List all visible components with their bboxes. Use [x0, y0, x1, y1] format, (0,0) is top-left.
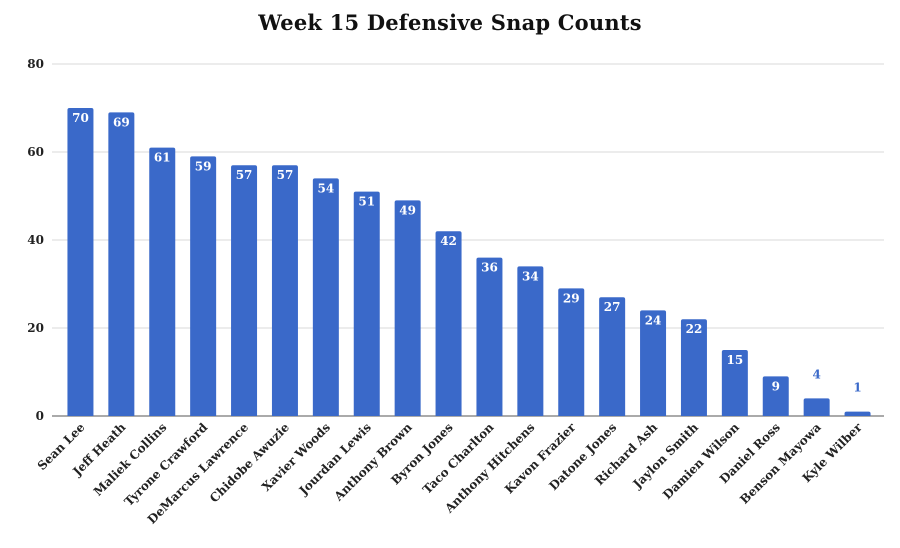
data-label: 57	[277, 168, 294, 182]
data-label: 70	[72, 111, 89, 125]
bar	[599, 297, 626, 416]
y-tick-label: 40	[27, 233, 44, 247]
data-label: 42	[440, 234, 457, 248]
bar	[312, 178, 339, 416]
x-tick-label: Maliek Collins	[91, 420, 170, 499]
data-label: 49	[399, 203, 416, 217]
bar	[721, 350, 748, 416]
bar	[231, 165, 258, 416]
bar	[558, 288, 585, 416]
data-label: 1	[853, 381, 861, 395]
data-label: 51	[358, 195, 375, 209]
bar	[108, 112, 135, 417]
data-label: 27	[604, 300, 621, 314]
data-label: 59	[195, 159, 212, 173]
bars-layer	[67, 108, 871, 417]
bar	[67, 108, 94, 416]
bar	[190, 156, 217, 416]
x-tick-label: Jourdan Lewis	[296, 420, 374, 498]
bar	[149, 147, 176, 416]
data-label: 15	[726, 353, 743, 367]
y-axis: 0 20 40 60 80	[27, 57, 44, 423]
data-label: 61	[154, 151, 171, 165]
data-labels: 70 69 61 59 57 57 54 51 49 42 36 34 29 27 24 22 15 9 4 1	[72, 111, 862, 395]
x-tick-label: Anthony Brown	[331, 420, 415, 504]
bar	[640, 310, 667, 416]
bar	[762, 376, 789, 416]
data-label: 22	[686, 322, 703, 336]
data-label: 54	[317, 181, 334, 195]
x-tick-label: Damien Wilson	[660, 420, 742, 502]
data-label: 36	[481, 261, 498, 275]
data-label: 29	[563, 291, 580, 305]
bar	[353, 191, 380, 416]
data-label: 9	[772, 379, 780, 393]
x-tick-label: Kavon Frazier	[502, 420, 579, 497]
data-label: 69	[113, 115, 130, 129]
y-tick-label: 20	[27, 321, 44, 335]
y-tick-label: 80	[27, 57, 44, 71]
grid-layer	[52, 63, 884, 417]
y-tick-label: 0	[36, 409, 44, 423]
bar	[680, 319, 707, 416]
data-label: 24	[645, 313, 662, 327]
data-label: 57	[236, 168, 253, 182]
x-tick-label: Taco Charlton	[420, 420, 497, 497]
bar	[394, 200, 421, 416]
y-tick-label: 60	[27, 145, 44, 159]
bar	[844, 411, 871, 416]
bar	[476, 257, 503, 416]
bar	[803, 398, 830, 416]
bar	[435, 231, 462, 416]
data-label: 34	[522, 269, 539, 283]
bar	[517, 266, 544, 416]
chart-title: Week 15 Defensive Snap Counts	[258, 10, 642, 35]
data-label: 4	[812, 367, 820, 381]
bar	[271, 165, 298, 416]
